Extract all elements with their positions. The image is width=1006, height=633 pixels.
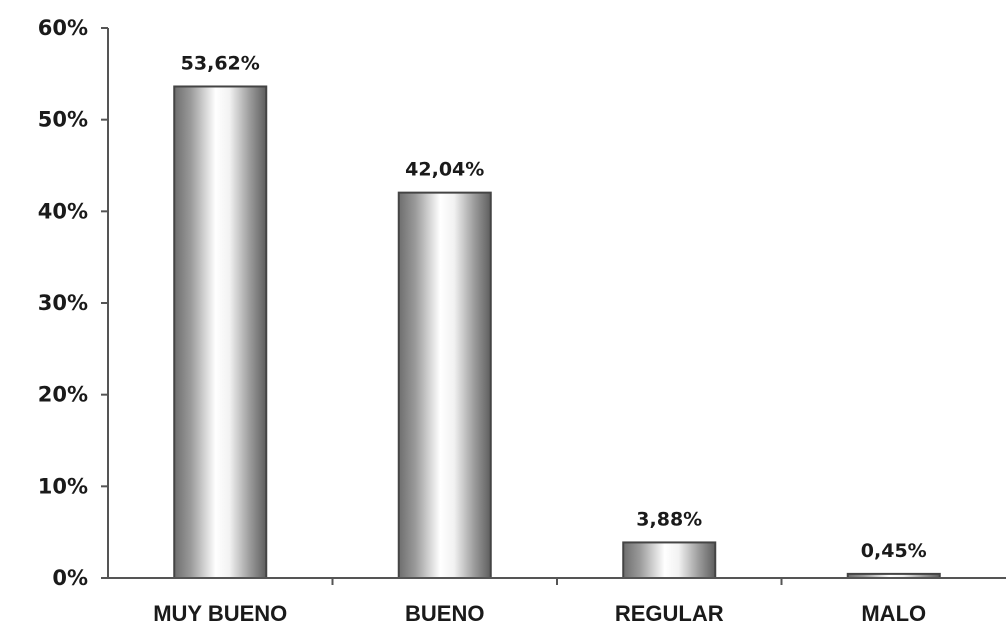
y-tick-label: 30% — [38, 291, 88, 315]
data-label: 3,88% — [636, 508, 702, 530]
x-axis-ticks — [331, 578, 783, 585]
y-tick-label: 50% — [38, 108, 88, 132]
category-labels-group: MUY BUENO BUENO REGULAR MALO — [153, 601, 926, 626]
data-labels-group: 53,62% 42,04% 3,88% 0,45% — [181, 52, 927, 561]
bars-group — [173, 85, 941, 580]
category-label: MALO — [861, 601, 926, 626]
y-tick-label: 60% — [38, 16, 88, 40]
bar-bueno — [397, 191, 492, 579]
y-tick-label: 40% — [38, 199, 88, 223]
category-label: REGULAR — [615, 601, 724, 626]
bar-muy-bueno — [173, 85, 268, 579]
data-label: 42,04% — [405, 159, 484, 181]
category-label: MUY BUENO — [153, 601, 287, 626]
bar-regular — [622, 541, 717, 580]
data-label: 0,45% — [861, 540, 927, 562]
data-label: 53,62% — [181, 52, 260, 74]
y-tick-label: 10% — [38, 474, 88, 498]
y-tick-label: 0% — [52, 566, 88, 590]
category-label: BUENO — [405, 601, 484, 626]
y-axis-ticks: 0% 10% 20% 30% 40% 50% 60% — [38, 16, 108, 590]
y-tick-label: 20% — [38, 383, 88, 407]
